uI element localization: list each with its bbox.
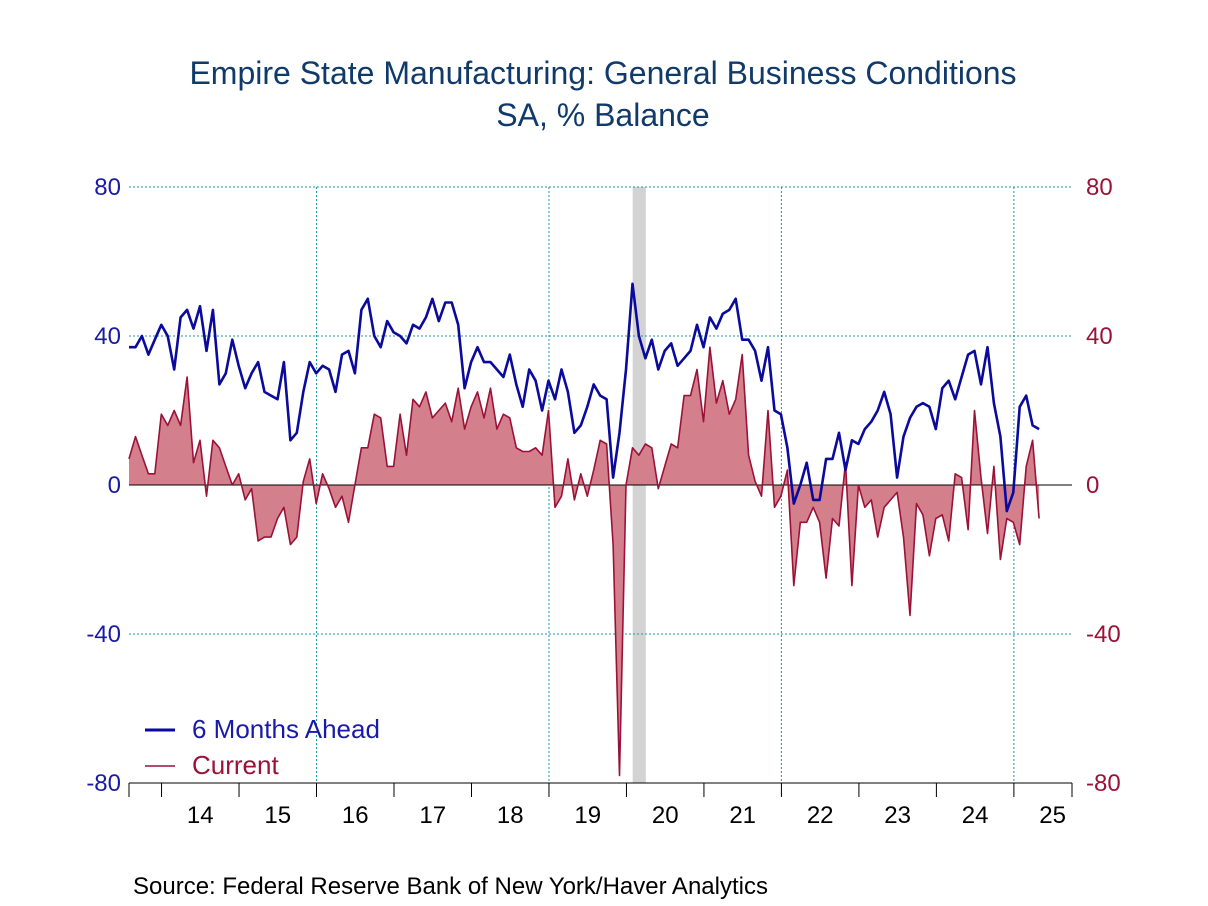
- right-tick-label: -80: [1086, 770, 1121, 797]
- chart-title: Empire State Manufacturing: General Busi…: [189, 55, 1016, 91]
- left-axis-ticks: 80 40 0 -40 -80: [86, 174, 121, 797]
- right-tick-label: 40: [1086, 323, 1113, 350]
- x-tick-label: 24: [962, 802, 989, 829]
- left-tick-label: -80: [86, 770, 121, 797]
- left-tick-label: 80: [94, 174, 121, 201]
- chart-subtitle: SA, % Balance: [496, 97, 709, 133]
- x-tick-label: 20: [652, 802, 679, 829]
- x-tick-label: 25: [1039, 802, 1066, 829]
- left-tick-label: 0: [108, 472, 121, 499]
- x-tick-label: 22: [807, 802, 834, 829]
- x-tick-label: 19: [574, 802, 601, 829]
- left-tick-label: -40: [86, 621, 121, 648]
- x-tick-label: 17: [419, 802, 446, 829]
- right-tick-label: -40: [1086, 621, 1121, 648]
- x-tick-label: 16: [342, 802, 369, 829]
- x-axis-ticks: 14 15 16 17 18 19 20 21 22 23 24 25: [187, 802, 1066, 829]
- x-tick-label: 15: [264, 802, 291, 829]
- right-tick-label: 0: [1086, 472, 1099, 499]
- x-tick-label: 18: [497, 802, 524, 829]
- x-tick-label: 21: [729, 802, 756, 829]
- axes: [128, 782, 1073, 797]
- x-tick-label: 14: [187, 802, 214, 829]
- source-note: Source: Federal Reserve Bank of New York…: [133, 873, 768, 900]
- right-tick-label: 80: [1086, 174, 1113, 201]
- six-months-ahead-series-line: [129, 282, 1040, 513]
- current-series-line: [128, 346, 1040, 777]
- right-axis-ticks: 80 40 0 -40 -80: [1086, 174, 1121, 797]
- current-series-area: [129, 347, 1040, 776]
- legend-label-current: Current: [192, 750, 279, 780]
- x-tick-label: 23: [884, 802, 911, 829]
- legend: 6 Months Ahead Current: [145, 714, 380, 780]
- legend-label-six-months: 6 Months Ahead: [192, 714, 380, 744]
- left-tick-label: 40: [94, 323, 121, 350]
